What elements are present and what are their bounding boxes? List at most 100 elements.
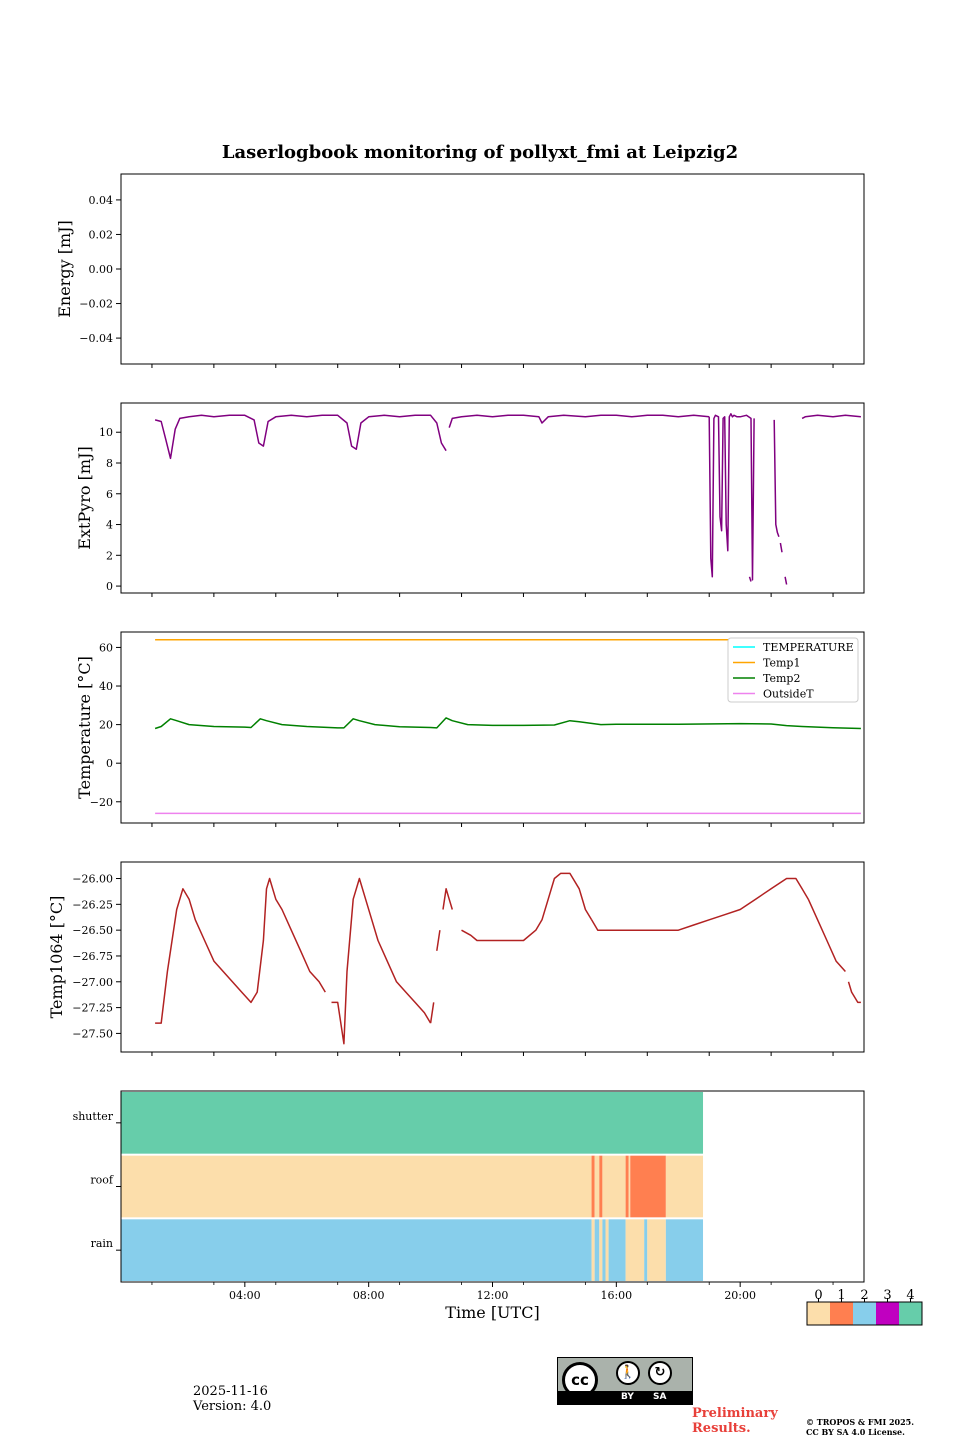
legend-entry: TEMPERATURE [763,641,854,654]
y-tick-label: 0.00 [89,263,114,276]
cc-sa-label: SA [653,1392,667,1402]
status-band-rain [625,1219,645,1281]
y-tick-label: −0.04 [79,332,113,345]
y-tick-label: 0 [106,757,113,770]
colorbar-tick-label: 0 [814,1288,822,1303]
colorbar-swatch [830,1302,853,1325]
y-tick-label: −26.25 [72,898,113,911]
plot-frame [120,173,865,365]
series-line-temp2 [154,717,861,730]
footer-version: Version: 4.0 [193,1399,272,1414]
series-line-temp1064 [429,1002,435,1024]
series-line-temp1064 [331,877,432,1045]
y-tick-label: 40 [99,680,113,693]
colorbar-tick-label: 3 [883,1288,891,1303]
status-band-rain [608,1219,626,1281]
y-tick-label: 60 [99,641,113,654]
preliminary-line-1: Preliminary [692,1406,778,1421]
legend-entry: Temp1 [763,657,800,670]
status-band-rain [121,1219,592,1281]
status-band-roof [628,1155,631,1218]
panel-1: 0 2 4 6 8 10 ExtPyro [mJ] [75,402,865,597]
series-line-temp1064 [155,877,326,1024]
x-tick-label: 04:00 [229,1289,261,1302]
share-alike-icon: ↻ [648,1361,672,1385]
colorbar-swatch [899,1302,922,1325]
plot-frame [120,402,865,594]
series-line-temp1064 [461,872,593,942]
colorbar-swatch [853,1302,876,1325]
y-tick-label: 0.02 [89,228,114,241]
y-tick-label: −27.25 [72,1002,113,1015]
footer-date: 2025-11-16 [193,1384,268,1399]
y-tick-label: 6 [106,488,113,501]
y-tick-label: 20 [99,719,113,732]
status-band-roof [602,1155,626,1218]
x-tick-label: 12:00 [477,1289,509,1302]
y-axis-label: Temperature [°C] [75,656,94,799]
cc-by-label: BY [621,1392,634,1402]
series-line-extpyro [708,413,755,581]
y-tick-label: −26.00 [72,873,113,886]
colorbar-tick-label: 4 [906,1288,914,1303]
status-band-roof [625,1155,629,1218]
status-band-roof [594,1155,600,1218]
cc-license-badge: cc 🚶 ↻ BY SA [557,1357,693,1405]
series-line-extpyro [779,542,783,553]
footer-date-version: 2025-11-16 Version: 4.0 [193,1384,271,1414]
status-band-roof [599,1155,603,1218]
y-tick-label: 2 [106,549,113,562]
series-line-temp1064 [436,930,441,951]
y-axis-label: Energy [mJ] [55,220,74,318]
y-tick-label: 0.04 [89,194,114,207]
preliminary-note: Preliminary Results. [692,1406,778,1436]
status-band-rain [599,1219,603,1281]
panel-status: shutter roof rain 04:00 08:00 12:00 16:00 20:00… [73,1090,923,1326]
row-label-shutter: shutter [73,1110,114,1123]
panel-3: −26.00 −26.25 −26.50 −26.75 −27.00 −27.25 −27.… [47,861,865,1056]
series-line-extpyro [748,576,752,582]
status-band-rain [665,1219,704,1281]
copyright-line-1: © TROPOS & FMI 2025. [806,1417,915,1427]
copyright-note: © TROPOS & FMI 2025. CC BY SA 4.0 Licens… [806,1417,914,1437]
colorbar-swatch [807,1302,830,1325]
y-tick-label: −26.50 [72,924,113,937]
series-line-extpyro [784,576,788,585]
status-band-rain [602,1219,606,1281]
row-label-rain: rain [91,1237,113,1250]
plot-frame [120,861,865,1053]
y-tick-label: 10 [99,426,113,439]
y-tick-label: 8 [106,457,113,470]
legend-entry: Temp2 [763,672,800,685]
legend-box [727,637,859,703]
attribution-person-icon: 🚶 [616,1361,640,1385]
series-line-extpyro [154,414,447,460]
status-band-shutter [121,1092,704,1154]
series-line-extpyro [801,414,861,420]
y-axis-label: Temp1064 [°C] [47,896,66,1019]
colorbar-tick-label: 1 [837,1288,845,1303]
status-band-roof [121,1155,592,1218]
series-line-extpyro [773,419,780,538]
panel-0: 0.04 0.02 0.00 −0.02 −0.04 Energy [mJ] [55,173,865,368]
y-tick-label: 0 [106,580,113,593]
series-line-extpyro [448,414,710,428]
x-tick-label: 20:00 [724,1289,756,1302]
status-band-rain [591,1219,595,1281]
status-band-rain [605,1219,609,1281]
series-line-temp1064 [847,981,861,1004]
status-band-rain [594,1219,600,1281]
status-band-roof [591,1155,595,1218]
y-tick-label: −27.50 [72,1027,113,1040]
series-line-temp1064 [590,877,809,931]
status-band-roof [665,1155,704,1218]
colorbar-frame [806,1301,923,1326]
colorbar-tick-label: 2 [860,1288,868,1303]
copyright-line-2: CC BY SA 4.0 License. [806,1427,905,1437]
y-tick-label: −27.00 [72,976,113,989]
colorbar-swatch [876,1302,899,1325]
status-band-roof [630,1155,666,1218]
x-tick-label: 08:00 [353,1289,385,1302]
x-axis-label: Time [UTC] [445,1303,539,1322]
